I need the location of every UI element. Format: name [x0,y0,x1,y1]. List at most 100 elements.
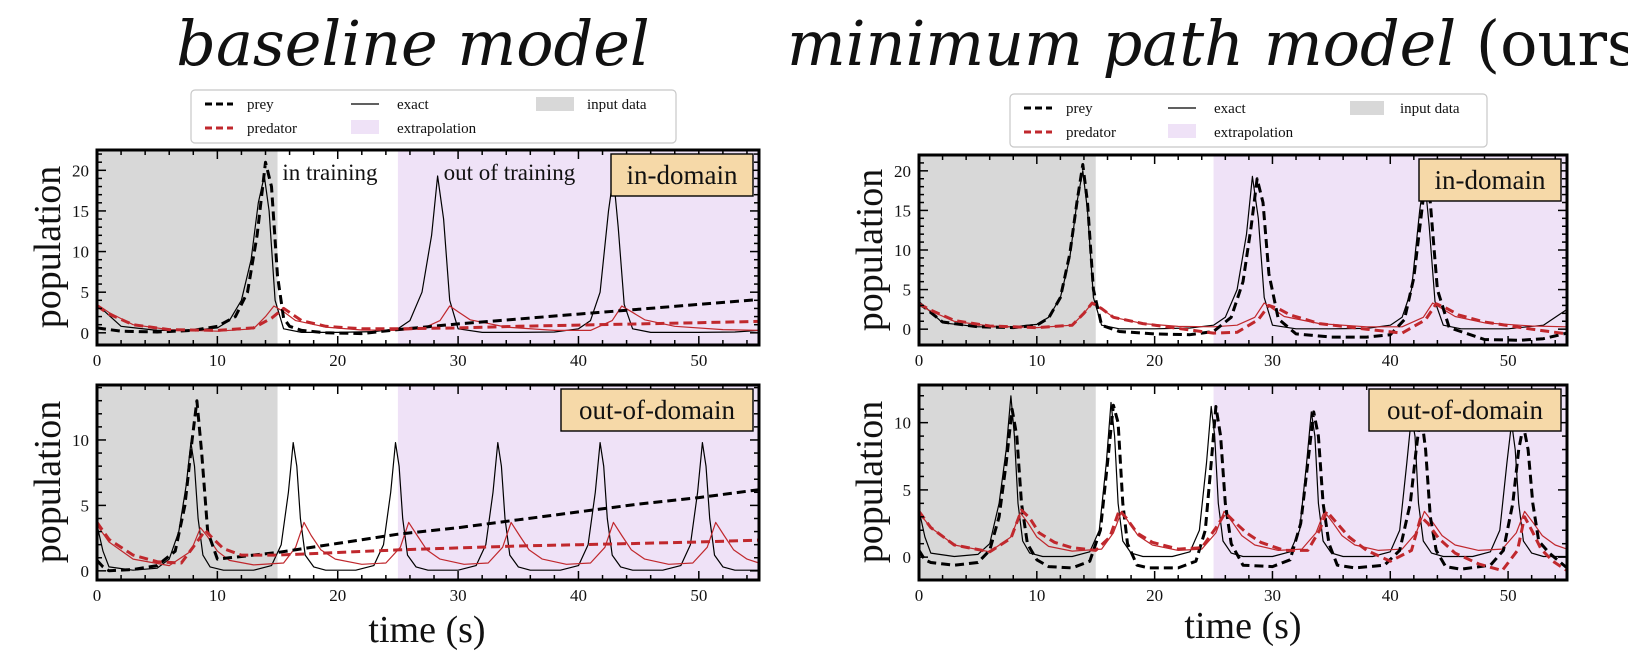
x-tick-label: 10 [209,351,226,370]
y-tick-label: 20 [72,161,89,180]
y-axis-label-baseline-out: population [27,401,69,564]
x-tick-label: 10 [1028,586,1045,605]
legend-right: prey predator exact extrapolation input … [1009,93,1488,148]
domain-badge [1368,388,1562,432]
y-tick-label: 15 [72,202,89,221]
x-tick-label: 20 [329,351,346,370]
y-axis-label-minpath-out: population [849,401,891,564]
prey-model-line [97,160,759,336]
x-tick-label: 50 [1500,351,1517,370]
domain-badge-label: out-of-domain [579,395,735,425]
prey-model-line [97,399,759,573]
x-tick-label: 0 [915,586,924,605]
domain-badge-label: in-domain [627,160,738,190]
out-of-training-annotation: out of training [444,160,576,185]
series-group [97,399,759,573]
x-tick-label: 0 [93,351,102,370]
y-tick-label: 10 [894,241,911,260]
y-tick-label: 15 [894,201,911,220]
y-tick-label: 10 [894,414,911,433]
y-tick-label: 5 [903,281,912,300]
x-tick-label: 0 [93,586,102,605]
panel-baseline-out-of-domain: 0 10 20 30 40 50 0 5 10 out-of-domain [72,383,761,605]
x-tick-label: 40 [1382,351,1399,370]
x-axis-label-left: time (s) [368,609,485,651]
predator-model-line [919,301,1567,336]
x-tick-label: 20 [329,586,346,605]
domain-badge-label: in-domain [1435,165,1546,195]
input-data-region [919,155,1096,345]
legend-extrapolation-swatch [1168,124,1196,138]
y-tick-label: 0 [81,562,90,581]
y-tick-label: 5 [903,481,912,500]
legend-input-data-label: input data [587,97,647,113]
x-tick-label: 30 [450,586,467,605]
prey-model-line [919,403,1567,571]
x-tick-label: 40 [570,586,587,605]
y-tick-label: 5 [81,496,90,515]
in-training-annotation: in training [282,160,378,185]
domain-badge [1418,158,1562,202]
plot-frame [95,383,761,582]
legend-input-data-swatch [1350,101,1384,115]
prey-exact-line [97,175,759,333]
right-column-title: minimum path model (ours) [787,7,1628,80]
x-tick-label: 50 [690,586,707,605]
x-tick-label: 10 [1028,351,1045,370]
x-tick-label: 20 [1146,351,1163,370]
x-tick-label: 10 [209,586,226,605]
right-title-main: minimum path model [787,7,1456,80]
x-axis-label-right: time (s) [1184,605,1301,647]
input-data-region [919,385,1096,580]
x-tick-label: 50 [1500,586,1517,605]
x-tick-label: 30 [1264,351,1281,370]
legend-predator-label: predator [1066,125,1116,141]
y-tick-label: 0 [903,320,912,339]
y-axis-label-baseline-in: population [27,166,69,329]
predator-model-line [919,508,1567,573]
y-tick-label: 0 [81,324,90,343]
predator-exact-line [919,510,1567,553]
plot-frame [95,148,761,347]
legend-input-data-swatch [536,97,574,111]
x-tick-label: 20 [1146,586,1163,605]
panel-minpath-out-of-domain: 0 10 20 30 40 50 0 5 10 out-of-domain [894,383,1569,605]
y-tick-label: 10 [72,431,89,450]
predator-exact-line [97,521,759,567]
x-tick-label: 30 [1264,586,1281,605]
x-tick-label: 50 [690,351,707,370]
x-tick-label: 30 [450,351,467,370]
legend-input-data-label: input data [1400,101,1460,117]
legend-prey-label: prey [1066,101,1093,117]
y-tick-label: 10 [72,243,89,262]
legend-predator-label: predator [247,121,297,137]
panel-minpath-in-domain: 0 10 20 30 40 50 0 5 10 15 20 in-domain [894,153,1569,370]
y-tick-label: 0 [903,548,912,567]
legend-exact-label: exact [397,97,429,113]
series-group [97,160,759,336]
x-tick-label: 40 [1382,586,1399,605]
prey-exact-line [919,395,1567,558]
y-tick-label: 5 [81,283,90,302]
legend-prey-label: prey [247,97,274,113]
right-title-suffix: (ours) [1476,7,1628,80]
predator-model-line [97,521,759,565]
legend-extrapolation-label: extrapolation [397,121,477,137]
prey-exact-line [97,442,759,571]
domain-badge [610,153,754,197]
predator-model-line [97,304,759,332]
legend-left: prey predator exact extrapolation input … [190,89,677,144]
domain-badge [560,388,754,432]
x-tick-label: 0 [915,351,924,370]
domain-badge-label: out-of-domain [1387,395,1543,425]
panel-baseline-in-domain: 0 10 20 30 40 50 0 5 10 15 20 in-domain in training o… [72,148,761,370]
legend-extrapolation-swatch [351,120,379,134]
y-axis-label-minpath-in: population [849,169,891,332]
y-tick-label: 20 [894,162,911,181]
legend-extrapolation-label: extrapolation [1214,125,1294,141]
legend-exact-label: exact [1214,101,1246,117]
series-group [919,395,1567,573]
input-data-region [97,150,278,345]
plot-frame [917,383,1569,582]
